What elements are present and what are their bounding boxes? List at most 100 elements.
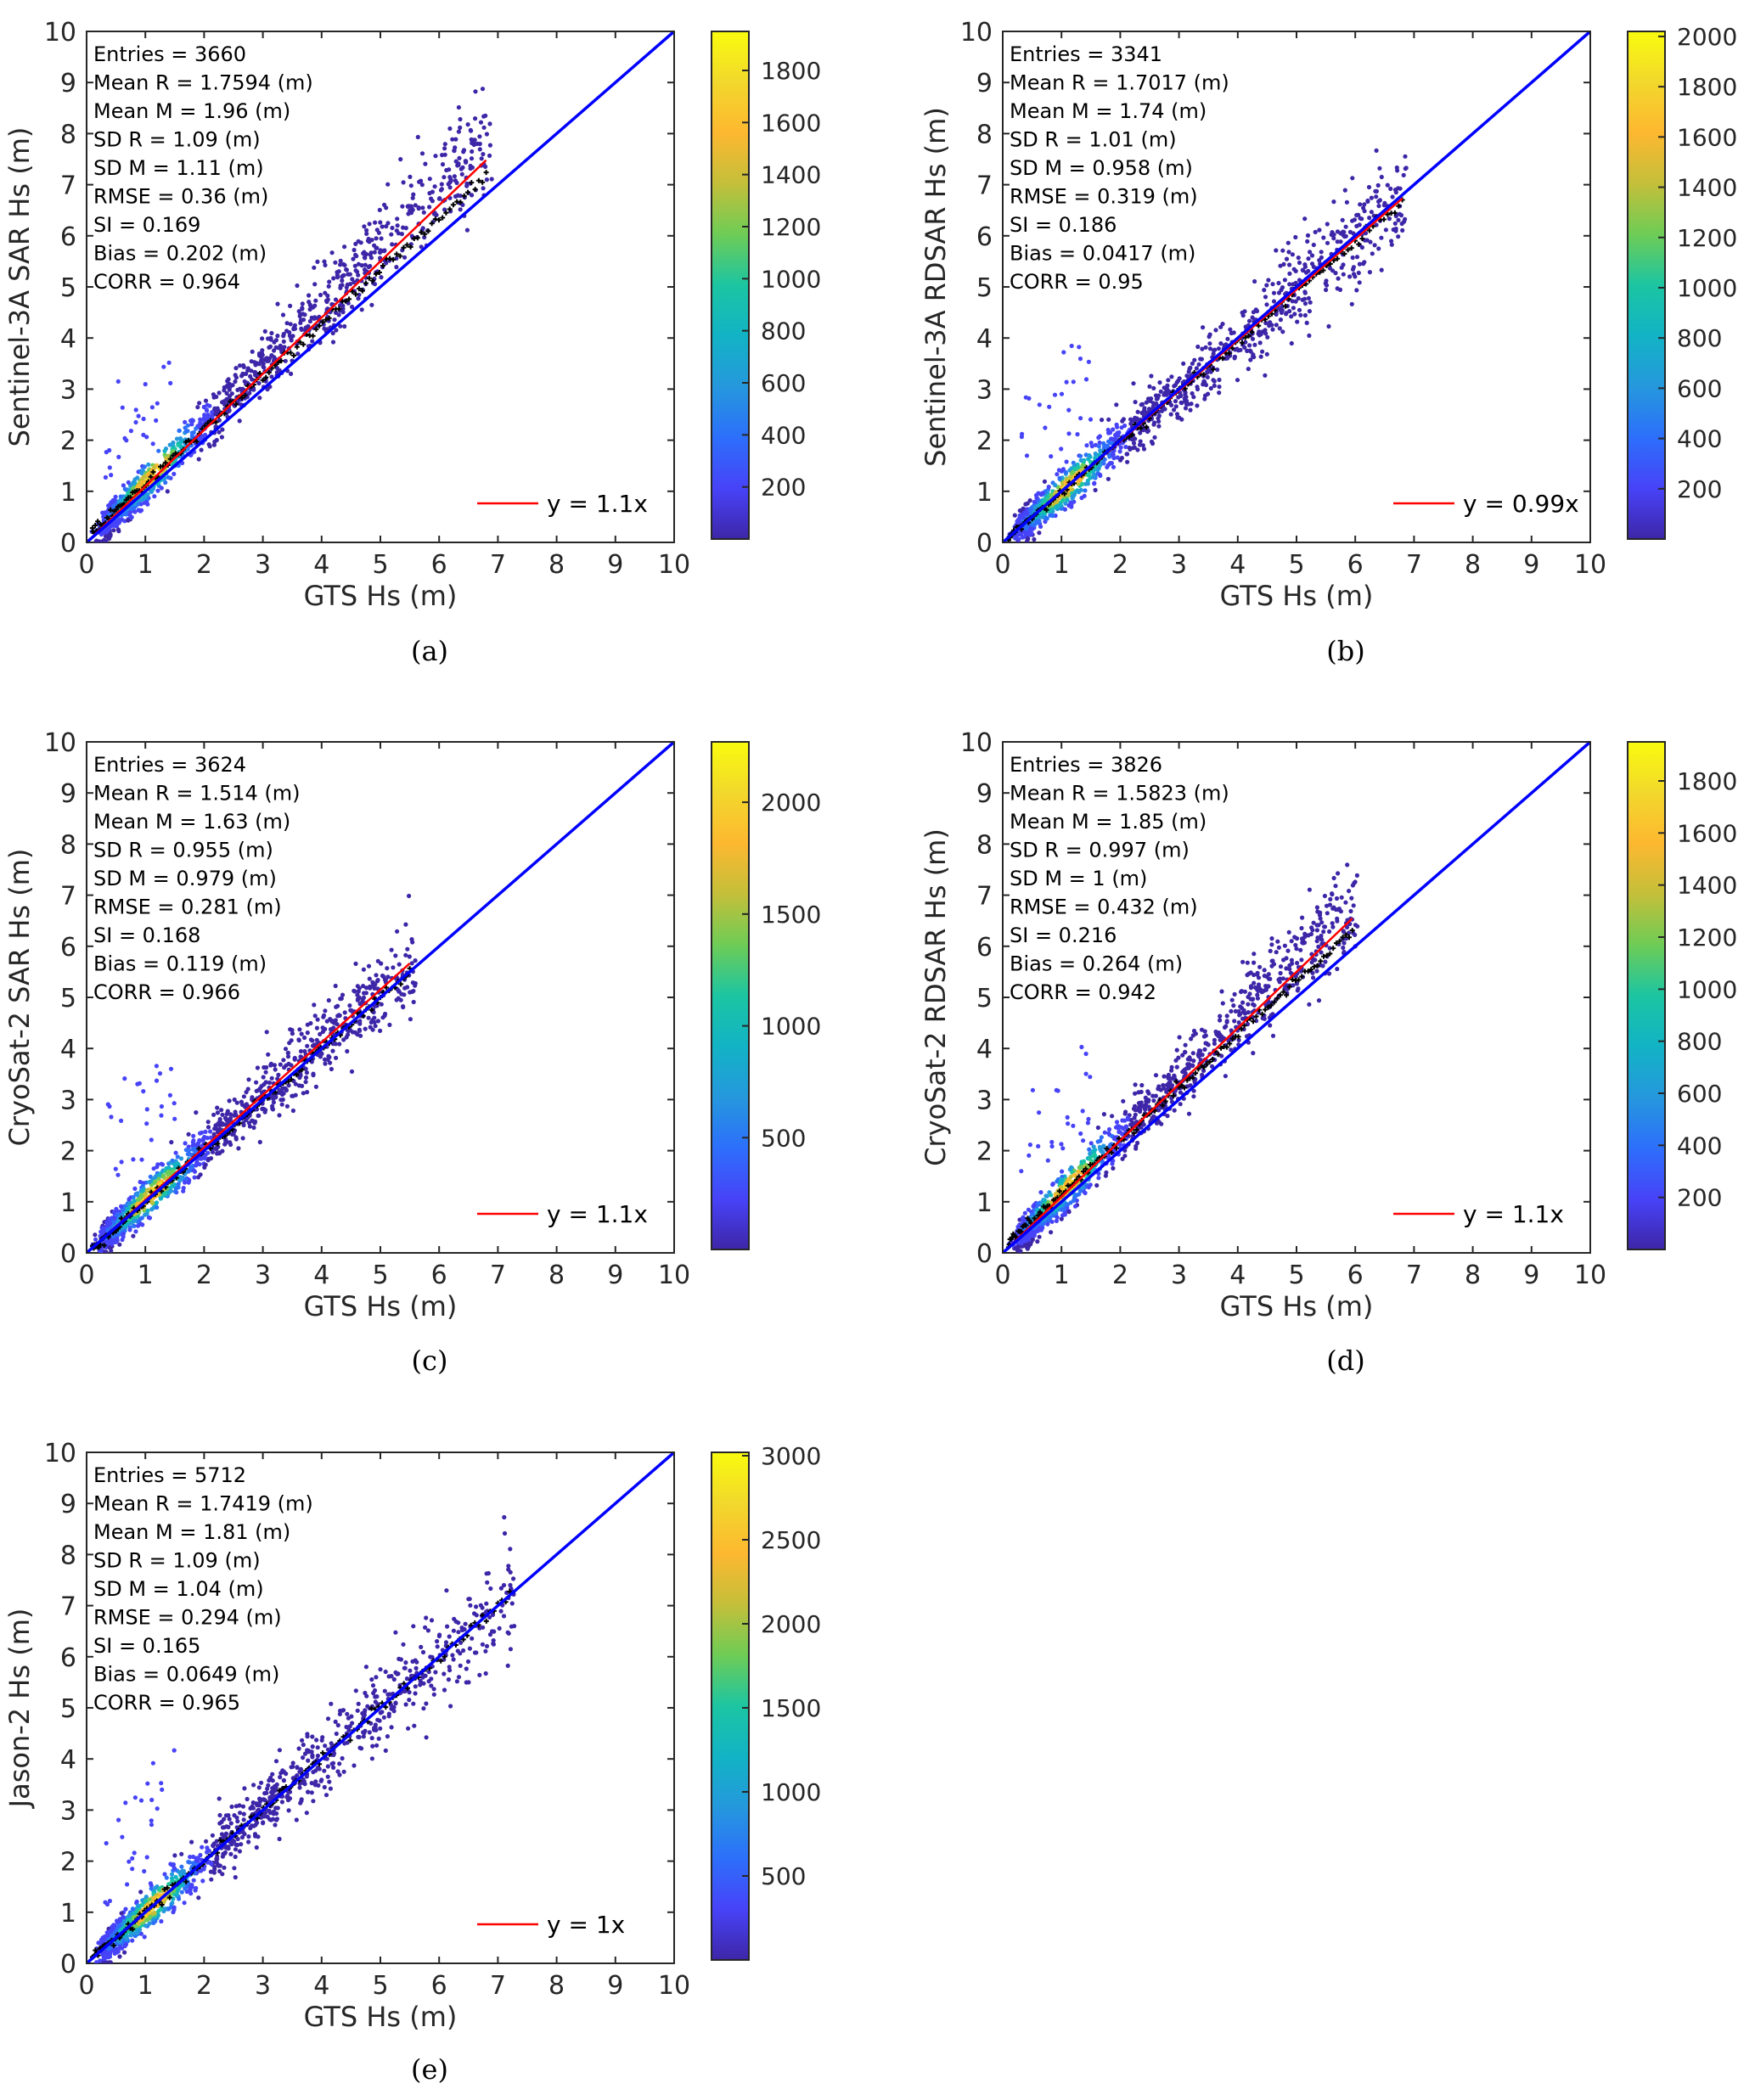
stat-line: RMSE = 0.281 (m) [93, 896, 282, 919]
quantile-marker [429, 221, 435, 227]
scatter-point [136, 502, 141, 507]
scatter-point [1263, 295, 1268, 300]
scatter-point [1369, 210, 1374, 215]
scatter-point [334, 328, 339, 333]
scatter-point [1305, 233, 1311, 238]
scatter-point [331, 1025, 336, 1030]
scatter-point [1167, 389, 1172, 394]
scatter-point [1216, 346, 1221, 351]
quantile-marker [1182, 385, 1188, 391]
scatter-point [1037, 531, 1042, 536]
scatter-point [1024, 453, 1030, 458]
scatter-point [1396, 186, 1401, 191]
y-tick-label: 3 [60, 1086, 76, 1115]
scatter-point [140, 1188, 145, 1193]
scatter-point [256, 353, 262, 358]
scatter-point [140, 468, 145, 473]
scatter-point [1119, 425, 1124, 430]
scatter-point [279, 1092, 285, 1098]
scatter-point [1302, 301, 1308, 306]
stat-line: SD M = 0.958 (m) [1010, 156, 1193, 180]
x-tick-label: 9 [1523, 550, 1539, 580]
scatter-point [1212, 347, 1218, 352]
quantile-marker [480, 179, 486, 185]
scatter-point [269, 1075, 274, 1081]
scatter-point [315, 259, 320, 264]
scatter-point [1279, 310, 1284, 315]
scatter-point [1165, 383, 1170, 388]
scatter-point [1144, 411, 1149, 416]
scatter-point [219, 1108, 224, 1113]
scatter-point [481, 186, 486, 191]
scatter-point [1319, 933, 1324, 939]
scatter-point [231, 1131, 236, 1137]
scatter-point [104, 1220, 110, 1225]
scatter-point [333, 297, 339, 302]
scatter-point [379, 275, 384, 280]
scatter-point [166, 360, 172, 365]
scatter-point [1096, 435, 1101, 441]
scatter-point [112, 1216, 117, 1221]
scatter-point [1362, 209, 1367, 214]
x-tick-label: 6 [1347, 550, 1364, 580]
scatter-point [1358, 202, 1363, 207]
scatter-point [300, 1083, 305, 1088]
scatter-point [456, 104, 462, 110]
scatter-point [1151, 422, 1156, 427]
scatter-point [307, 306, 312, 312]
scatter-point [408, 174, 413, 179]
scatter-point [251, 387, 256, 392]
scatter-point [169, 1140, 174, 1145]
scatter-point [228, 1112, 233, 1117]
scatter-point [142, 464, 147, 469]
scatter-point [379, 961, 384, 966]
scatter-point [281, 1058, 286, 1063]
scatter-point [1115, 455, 1120, 460]
scatter-point [1270, 1033, 1276, 1038]
scatter-point [448, 178, 453, 183]
scatter-point [1059, 446, 1064, 452]
scatter-point [1089, 444, 1094, 449]
x-tick-label: 3 [255, 1261, 271, 1290]
scatter-point [1106, 1126, 1112, 1132]
scatter-point [1349, 301, 1354, 306]
scatter-point [138, 1193, 144, 1199]
scatter-point [1064, 459, 1069, 464]
quantile-marker [461, 193, 467, 199]
quantile-marker [260, 377, 266, 383]
scatter-point [473, 116, 478, 121]
scatter-point [1356, 270, 1361, 276]
scatter-point [1287, 309, 1292, 314]
scatter-point [1111, 449, 1116, 455]
scatter-point [287, 1041, 292, 1046]
scatter-point [1390, 194, 1395, 199]
scatter-point [203, 1129, 208, 1134]
scatter-point [281, 339, 286, 344]
colorbar-tick-label: 600 [761, 369, 806, 397]
scatter-point [167, 1092, 172, 1098]
scatter-point [1106, 417, 1111, 422]
scatter-point [1357, 222, 1362, 227]
x-tick-label: 3 [1171, 550, 1187, 580]
scatter-point [279, 348, 284, 353]
quantile-marker [1249, 329, 1255, 335]
scatter-point [1225, 336, 1230, 341]
scatter-point [399, 232, 404, 237]
scatter-point [241, 362, 246, 368]
scatter-point [1207, 341, 1212, 346]
scatter-point [245, 366, 250, 371]
scatter-point [484, 177, 490, 182]
scatter-point [410, 195, 415, 200]
scatter-point [1335, 229, 1341, 234]
scatter-point [354, 254, 359, 259]
scatter-point [296, 309, 301, 314]
scatter-point [192, 1175, 197, 1180]
scatter-point [216, 1121, 221, 1126]
scatter-point [154, 1064, 159, 1069]
scatter-point [144, 435, 149, 440]
scatter-point [237, 363, 243, 368]
scatter-point [1245, 348, 1250, 353]
scatter-point [454, 180, 459, 185]
x-tick-label: 1 [138, 1261, 154, 1290]
scatter-point [1083, 488, 1088, 493]
